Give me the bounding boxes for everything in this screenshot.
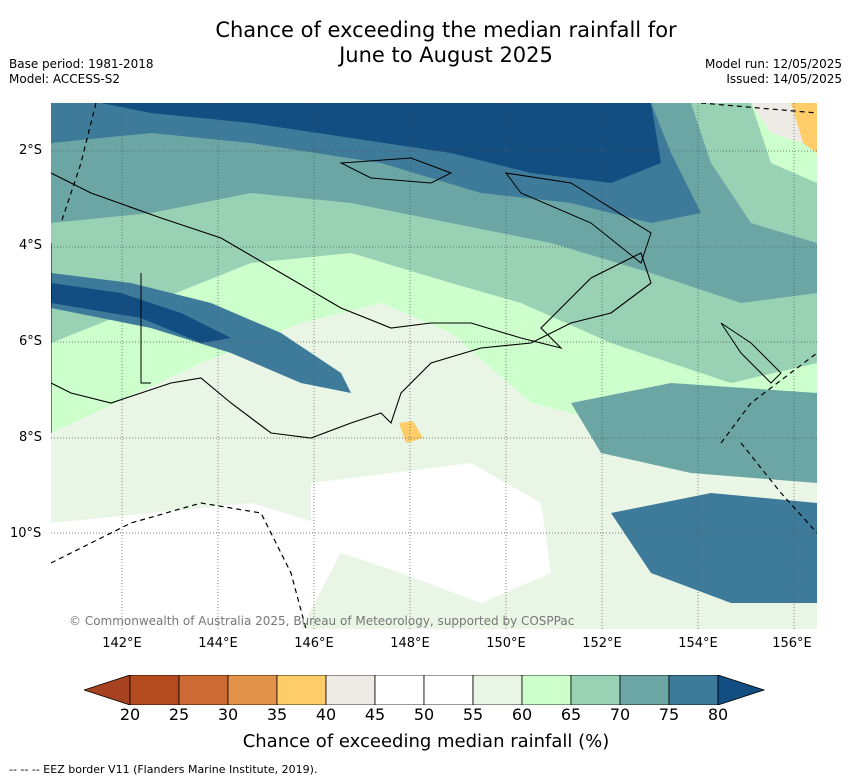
lon-label-148e: 148°E [390,636,430,651]
model-run: Model run: 12/05/2025 [704,57,842,71]
colorbar-cell [472,675,523,705]
lon-label-144e: 144°E [198,636,238,651]
colorbar-cell [276,675,327,705]
title-line-2: June to August 2025 [339,43,553,67]
issued-date: Issued: 14/05/2025 [726,72,842,86]
colorbar-cell [227,675,278,705]
coastline [51,172,652,439]
lon-label-146e: 146°E [294,636,334,651]
lat-label-2s: 2°S [19,143,43,158]
colorbar-cell [423,675,474,705]
map-panel [51,103,817,629]
colorbar-tick: 45 [364,705,386,724]
colorbar-tick: 30 [217,705,239,724]
colorbar-tick: 20 [119,705,141,724]
colorbar-cell [374,675,425,705]
lat-label-6s: 6°S [19,334,43,349]
colorbar-tick: 50 [413,705,435,724]
colorbar-extend-high [717,675,766,705]
graticule [51,103,817,629]
map-title: Chance of exceeding the median rainfall … [0,18,850,68]
colorbar-cell [619,675,670,705]
colorbar-tick: 25 [168,705,190,724]
lon-label-142e: 142°E [102,636,142,651]
colorbar-cell [521,675,572,705]
colorbar-tick: 65 [560,705,582,724]
colorbar-cell [570,675,621,705]
rainfall-map [51,103,817,629]
lon-label-156e: 156°E [772,636,812,651]
lat-label-8s: 8°S [19,430,43,445]
lon-label-154e: 154°E [678,636,718,651]
colorbar-tick: 75 [658,705,680,724]
colorbar-cell [325,675,376,705]
colorbar-extend-low [84,675,131,705]
lon-label-150e: 150°E [486,636,526,651]
eez-footnote: -- -- -- EEZ border V11 (Flanders Marine… [9,763,318,776]
lat-label-10s: 10°S [10,526,42,541]
copyright-note: © Commonwealth of Australia 2025, Bureau… [69,614,575,628]
base-period: Base period: 1981-2018 [9,57,154,71]
colorbar-cell [668,675,719,705]
meta-left: Base period: 1981-2018 Model: ACCESS-S2 [9,57,154,87]
colorbar-tick: 40 [315,705,337,724]
colorbar-title: Chance of exceeding median rainfall (%) [242,731,610,752]
colorbar-tick: 35 [266,705,288,724]
lat-label-4s: 4°S [19,238,43,253]
colorbar-tick: 70 [609,705,631,724]
colorbar-cell [178,675,229,705]
title-line-1: Chance of exceeding the median rainfall … [215,18,677,42]
colorbar-tick: 55 [462,705,484,724]
colorbar [84,675,766,705]
colorbar-tick: 80 [707,705,729,724]
meta-right: Model run: 12/05/2025 Issued: 14/05/2025 [705,57,842,87]
model-name: Model: ACCESS-S2 [9,72,121,86]
colorbar-tick: 60 [511,705,533,724]
colorbar-cell [129,675,180,705]
lon-label-152e: 152°E [582,636,622,651]
eez-borders [51,103,817,629]
